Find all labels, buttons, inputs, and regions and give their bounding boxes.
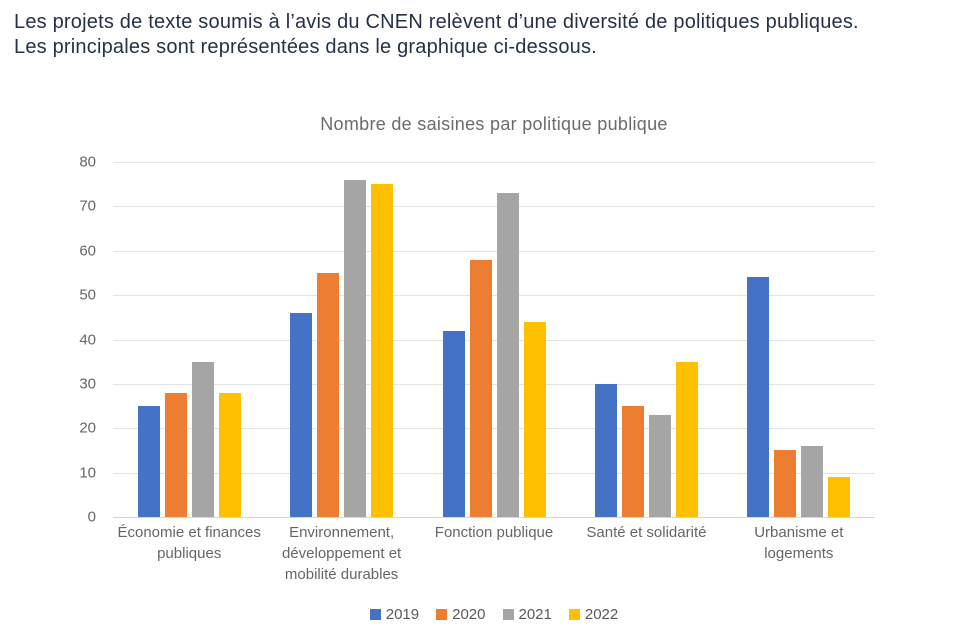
x-axis-label-5: Urbanisme et logements [754,524,844,562]
bar-2021 [648,414,671,517]
plot-area: 0 10 20 30 40 50 60 70 80 [79,154,875,526]
y-tick-label-10: 10 [79,464,96,482]
bar-group-2 [265,162,417,517]
legend: 2019 2020 2021 2022 [113,606,875,623]
legend-swatch-icon [436,609,448,620]
bar-2019 [290,312,313,517]
gridline-10 [113,472,875,474]
bar-group-3 [418,162,570,517]
gridline-40 [113,339,875,341]
bar-2021 [191,361,214,517]
bar-2019 [747,277,770,517]
legend-item-2020: 2020 [436,606,486,623]
y-tick-label-0: 0 [87,508,96,526]
bar-2019 [137,406,160,517]
chart-title: Nombre de saisines par politique publiqu… [320,114,668,134]
legend-item-2021: 2021 [502,606,552,623]
x-axis-label-2: Environnement, développement et mobilité… [281,524,402,583]
y-tick-label-50: 50 [79,286,96,304]
y-tick-label-80: 80 [79,153,96,171]
bar-2019 [442,330,465,517]
y-tick-label-30: 30 [79,375,96,393]
legend-label: 2022 [584,606,619,623]
bar-2020 [774,450,797,517]
x-axis-label-4: Santé et solidarité [586,524,707,541]
gridline-60 [113,250,875,252]
gridline-20 [113,428,875,430]
legend-label: 2019 [385,606,420,623]
bar-2022 [675,361,698,517]
bar-2021 [801,446,824,517]
x-axis-labels: Économie et finances publiques Environnem… [113,522,875,585]
gridline-50 [113,295,875,297]
intro-line-1: Les projets de texte soumis à l’avis du … [14,11,859,33]
bar-2020 [469,259,492,517]
legend-swatch-icon [502,609,514,620]
legend-item-2019: 2019 [369,606,420,623]
bar-2022 [523,321,546,517]
bar-2020 [317,272,340,517]
bar-2022 [828,477,851,517]
bar-2019 [594,383,617,517]
bar-2022 [371,184,394,517]
y-tick-label-60: 60 [79,242,96,260]
gridline-70 [113,206,875,208]
bar-group-4 [570,162,722,517]
x-axis-label-3: Fonction publique [434,524,554,541]
bar-2021 [496,193,519,517]
legend-swatch-icon [369,609,381,620]
bar-2022 [218,392,241,517]
x-axis-line [113,517,875,518]
gridline-80 [113,162,875,163]
bar-group-5 [723,162,875,517]
gridline-30 [113,383,875,385]
legend-swatch-icon [568,609,580,620]
intro-text: Les projets de texte soumis à l’avis du … [14,10,964,60]
y-tick-label-40: 40 [79,331,96,348]
bar-2020 [621,406,644,517]
legend-label: 2020 [452,606,486,623]
bar-group-1 [113,162,265,517]
y-tick-label-20: 20 [79,419,96,437]
x-axis-label-1: Économie et finances publiques [117,524,261,562]
legend-item-2022: 2022 [568,606,619,623]
legend-label: 2021 [518,606,552,623]
bar-groups [113,162,875,517]
intro-line-2: Les principales sont représentées dans l… [14,36,597,58]
y-tick-label-70: 70 [79,197,96,215]
bar-2020 [164,392,187,517]
bar-2021 [344,179,367,517]
